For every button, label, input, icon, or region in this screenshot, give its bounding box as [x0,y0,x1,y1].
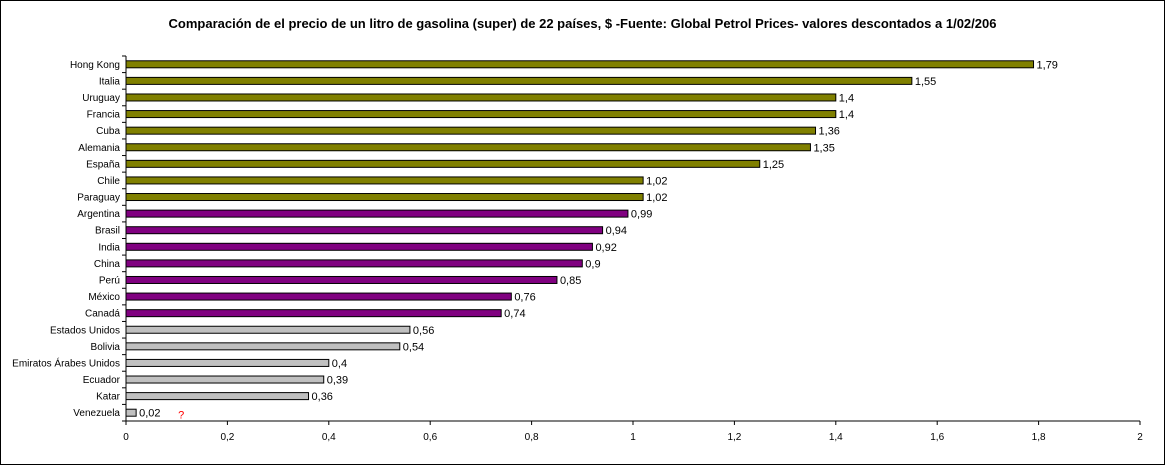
x-tick-label: 0 [123,432,129,443]
bar [125,159,761,168]
category-label: Alemania [78,143,120,154]
bar [125,292,512,301]
category-label: Hong Kong [70,60,120,71]
value-label: 0,76 [514,292,535,304]
value-label: 0,4 [332,358,347,370]
x-tick-label: 1,6 [930,432,944,443]
category-label: Ecuador [83,375,121,386]
category-label: Chile [97,176,120,187]
value-label: 0,85 [560,275,581,287]
chart-title: Comparación de el precio de un litro de … [168,16,997,31]
bar [125,309,502,318]
value-label: 1,35 [813,142,834,154]
category-label: Estados Unidos [50,325,120,336]
bar [125,242,593,251]
value-label: 0,39 [327,375,348,387]
value-label: 0,02 [139,408,160,420]
bar [125,375,325,384]
bar [125,176,644,185]
x-tick-label: 0,8 [525,432,539,443]
value-label: 0,9 [585,258,600,270]
category-label: Emiratos Árabes Unidos [12,356,120,369]
bar [125,126,817,135]
x-tick-label: 1 [630,432,636,443]
category-label: Francia [87,110,121,121]
category-label: Cuba [96,126,120,137]
category-label: Argentina [77,209,120,220]
value-label: 1,36 [819,126,840,138]
value-label: 1,4 [839,109,854,121]
category-label: Venezuela [73,408,120,419]
value-label: 0,99 [631,209,652,221]
category-label: México [88,292,120,303]
bar [125,259,583,268]
bar [125,143,811,152]
category-label: Canadá [85,309,120,320]
category-label: China [94,259,121,270]
bar [125,275,558,284]
value-label: 0,36 [312,391,333,403]
value-label: 0,56 [413,325,434,337]
category-label: Perú [99,275,120,286]
value-label: 0,74 [504,308,525,320]
bar [125,358,330,367]
category-label: India [98,242,120,253]
value-label: 1,4 [839,92,854,104]
value-label: 0,92 [595,242,616,254]
category-label: Italia [99,76,121,87]
value-label: 1,55 [915,76,936,88]
bar [125,408,137,417]
category-label: España [86,159,120,170]
bar [125,342,401,351]
value-label: 1,25 [763,159,784,171]
category-label: Uruguay [82,93,120,104]
value-label: 1,02 [646,175,667,187]
annotation-mark: ? [178,410,184,422]
bar [125,392,310,401]
x-tick-label: 0,2 [220,432,234,443]
category-label: Paraguay [77,193,120,204]
x-tick-label: 0,6 [423,432,437,443]
bar [125,93,837,102]
bar [125,60,1035,69]
x-tick-label: 1,8 [1032,432,1046,443]
bar [125,193,644,202]
value-label: 1,02 [646,192,667,204]
category-label: Bolivia [91,342,121,353]
value-label: 1,79 [1037,59,1058,71]
bar [125,76,913,85]
value-label: 0,94 [606,225,627,237]
category-label: Katar [96,392,121,403]
value-label: 0,54 [403,341,424,353]
x-tick-label: 1,2 [727,432,741,443]
x-tick-label: 2 [1137,432,1143,443]
x-tick-label: 1,4 [829,432,843,443]
bar [125,110,837,119]
category-label: Brasil [95,226,120,237]
x-tick-label: 0,4 [322,432,336,443]
bar [125,226,604,235]
bar [125,325,411,334]
bar [125,209,629,218]
